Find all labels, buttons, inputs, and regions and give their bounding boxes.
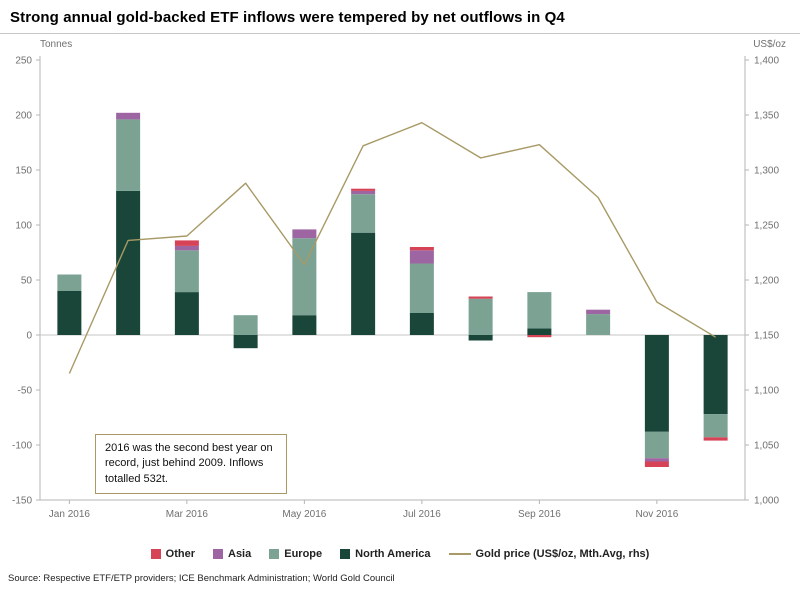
- legend-label: Europe: [284, 548, 323, 560]
- chart-area: Tonnes US$/oz 250 200 150 100 50 0 -50 -100 -150…: [0, 34, 800, 544]
- bar-segment-europe: [586, 314, 611, 335]
- bar-segment-europe: [409, 263, 434, 313]
- legend-color-swatch: [150, 549, 161, 559]
- legend-item-europe: Europe: [269, 548, 322, 560]
- bar-segment-europe: [703, 414, 728, 438]
- bar-segment-other: [409, 247, 434, 251]
- legend-item-north-america: North America: [340, 548, 431, 560]
- bar-segment-north-america: [644, 335, 669, 432]
- bar-segment-north-america: [703, 335, 728, 415]
- right-axis-tick-label: 1,000: [754, 496, 779, 507]
- bar-segment-north-america: [57, 291, 82, 335]
- right-axis-tick-label: 1,350: [754, 111, 779, 122]
- right-axis-tick-label: 1,250: [754, 221, 779, 232]
- x-axis-tick-label: Jan 2016: [49, 509, 91, 520]
- right-axis-tick-label: 1,400: [754, 56, 779, 67]
- bar-segment-north-america: [116, 190, 141, 335]
- left-axis-tick-label: 100: [15, 221, 32, 232]
- chart-page: Strong annual gold-backed ETF inflows we…: [0, 0, 800, 584]
- right-axis-unit-label: US$/oz: [753, 39, 786, 50]
- bar-segment-asia: [644, 458, 669, 462]
- x-axis-tick-label: Mar 2016: [166, 509, 209, 520]
- bar-segment-asia: [351, 190, 376, 195]
- bar-segment-other: [351, 188, 376, 191]
- right-axis-tick-label: 1,150: [754, 331, 779, 342]
- legend: Other Asia Europe North America Gold price (…: [0, 548, 800, 560]
- left-axis-tick-label: 250: [15, 56, 32, 67]
- bar-segment-north-america: [468, 335, 493, 341]
- left-axis-unit-label: Tonnes: [40, 39, 73, 50]
- bar-segment-other: [468, 296, 493, 299]
- right-axis-tick-label: 1,200: [754, 276, 779, 287]
- left-axis-tick-label: -100: [12, 441, 32, 452]
- bar-segment-north-america: [233, 335, 258, 349]
- bar-segment-europe: [292, 238, 317, 316]
- bar-segment-europe: [468, 298, 493, 335]
- x-axis-tick-label: Jul 2016: [403, 509, 441, 520]
- legend-label: Asia: [228, 548, 252, 560]
- bar-segment-europe: [527, 292, 552, 329]
- bar-segment-europe: [174, 250, 199, 293]
- legend-item-asia: Asia: [213, 548, 251, 560]
- bar-segment-other: [174, 240, 199, 246]
- bar-segment-other: [644, 461, 669, 467]
- bar-segment-north-america: [409, 313, 434, 335]
- legend-color-swatch: [269, 549, 280, 559]
- left-axis-tick-label: 50: [21, 276, 33, 287]
- bar-segment-europe: [351, 194, 376, 233]
- bar-segment-europe: [116, 119, 141, 191]
- legend-color-swatch: [213, 549, 223, 559]
- bar-segment-other: [527, 335, 552, 338]
- chart-title: Strong annual gold-backed ETF inflows we…: [10, 9, 565, 26]
- bar-segment-north-america: [174, 292, 199, 335]
- bar-segment-europe: [57, 274, 82, 291]
- bar-segment-asia: [116, 112, 141, 120]
- annotation-box: 2016 was the second best year on record,…: [95, 434, 287, 495]
- bar-segment-asia: [174, 245, 199, 251]
- legend-line-swatch: [448, 553, 471, 555]
- left-axis-tick-label: 150: [15, 166, 32, 177]
- legend-item-gold-price-us-oz-mth-avg-rhs: Gold price (US$/oz, Mth.Avg, rhs): [448, 548, 650, 560]
- bar-segment-asia: [586, 309, 611, 315]
- bar-segment-north-america: [292, 315, 317, 335]
- legend-item-other: Other: [150, 548, 195, 560]
- right-axis-tick-label: 1,300: [754, 166, 779, 177]
- bar-segment-asia: [409, 250, 434, 264]
- bar-segment-europe: [233, 315, 258, 335]
- x-axis-tick-label: May 2016: [282, 509, 326, 520]
- bar-segment-north-america: [351, 232, 376, 335]
- x-axis-tick-label: Nov 2016: [635, 509, 678, 520]
- left-axis-tick-label: -50: [18, 386, 33, 397]
- bar-segment-europe: [644, 431, 669, 459]
- legend-label: North America: [355, 548, 431, 560]
- bar-segment-north-america: [527, 328, 552, 335]
- legend-label: Gold price (US$/oz, Mth.Avg, rhs): [475, 548, 650, 560]
- right-axis-tick-label: 1,050: [754, 441, 779, 452]
- left-axis-tick-label: 200: [15, 111, 32, 122]
- x-axis-tick-label: Sep 2016: [518, 509, 561, 520]
- right-axis-tick-label: 1,100: [754, 386, 779, 397]
- etf-flows-combo-chart: 250 200 150 100 50 0 -50 -100 -150 1,400 1,350 1,30…: [12, 56, 779, 521]
- bar-segment-other: [703, 437, 728, 441]
- gold-price-line: [68, 121, 716, 374]
- legend-color-swatch: [340, 549, 351, 559]
- left-axis-tick-label: -150: [12, 496, 32, 507]
- legend-label: Other: [165, 548, 195, 560]
- title-bar: Strong annual gold-backed ETF inflows we…: [0, 0, 800, 34]
- source-note: Source: Respective ETF/ETP providers; IC…: [8, 573, 395, 584]
- left-axis-tick-label: 0: [26, 331, 32, 342]
- bar-segment-asia: [292, 229, 317, 239]
